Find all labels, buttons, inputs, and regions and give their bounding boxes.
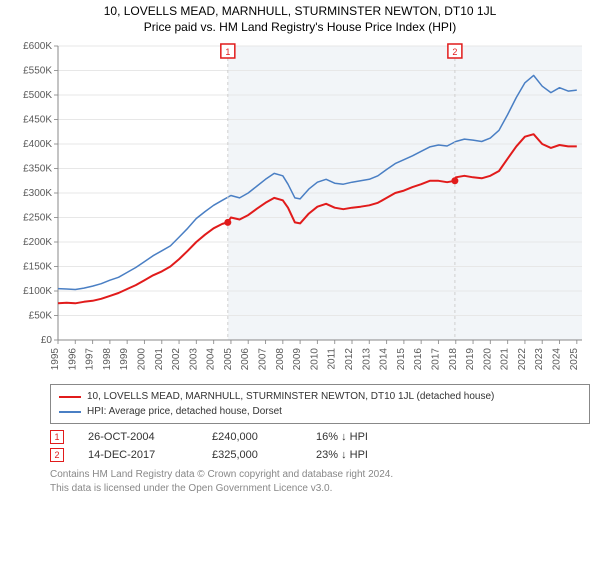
- footer-line-1: Contains HM Land Registry data © Crown c…: [50, 468, 590, 482]
- sales-table: 1 26-OCT-2004 £240,000 16% ↓ HPI 2 14-DEC-201…: [50, 430, 590, 462]
- x-tick-label: 1999: [119, 348, 130, 371]
- y-tick-label: £500K: [23, 90, 52, 101]
- y-tick-label: £450K: [23, 115, 52, 126]
- x-tick-label: 2020: [482, 348, 493, 371]
- footer-attribution: Contains HM Land Registry data © Crown c…: [50, 468, 590, 495]
- x-tick-label: 1995: [50, 348, 61, 371]
- x-tick-label: 2014: [379, 348, 390, 371]
- x-tick-label: 2022: [517, 348, 528, 371]
- chart-svg: £0 £50K £100K £150K £200K £250K £300K £350K £400…: [10, 40, 590, 380]
- sale-date: 26-OCT-2004: [88, 431, 188, 443]
- legend-label: HPI: Average price, detached house, Dors…: [87, 404, 282, 419]
- x-tick-label: 2018: [448, 348, 459, 371]
- page-title: 10, LOVELLS MEAD, MARNHULL, STURMINSTER …: [0, 4, 600, 18]
- sale-marker-badge: 2: [50, 448, 64, 462]
- x-tick-label: 2025: [569, 348, 580, 371]
- sale-marker-num: 1: [225, 47, 230, 57]
- page-subtitle: Price paid vs. HM Land Registry's House …: [0, 20, 600, 34]
- price-chart: £0 £50K £100K £150K £200K £250K £300K £350K £400…: [10, 40, 590, 380]
- x-tick-label: 2013: [361, 348, 372, 371]
- y-tick-label: £300K: [23, 188, 52, 199]
- x-tick-label: 2010: [309, 348, 320, 371]
- x-tick-label: 2000: [136, 348, 147, 371]
- y-tick-label: £0: [41, 335, 53, 346]
- x-tick-label: 1996: [67, 348, 78, 371]
- x-tick-label: 1998: [102, 348, 113, 371]
- sale-point: [451, 177, 458, 184]
- legend: 10, LOVELLS MEAD, MARNHULL, STURMINSTER …: [50, 384, 590, 424]
- legend-row: HPI: Average price, detached house, Dors…: [59, 404, 581, 419]
- legend-label: 10, LOVELLS MEAD, MARNHULL, STURMINSTER …: [87, 389, 494, 404]
- x-tick-label: 2012: [344, 348, 355, 371]
- x-tick-label: 2019: [465, 348, 476, 371]
- x-tick-label: 2023: [534, 348, 545, 371]
- x-tick-label: 2005: [223, 348, 234, 371]
- sale-pct-vs-hpi: 23% ↓ HPI: [316, 449, 406, 461]
- x-tick-label: 2009: [292, 348, 303, 371]
- y-tick-label: £250K: [23, 213, 52, 224]
- x-tick-label: 2008: [275, 348, 286, 371]
- x-tick-label: 2021: [500, 348, 511, 371]
- x-tick-label: 2011: [327, 348, 338, 370]
- sale-date: 14-DEC-2017: [88, 449, 188, 461]
- x-tick-label: 2017: [430, 348, 441, 371]
- legend-swatch: [59, 396, 81, 398]
- x-tick-label: 2016: [413, 348, 424, 371]
- y-tick-label: £100K: [23, 286, 52, 297]
- x-tick-label: 2004: [206, 348, 217, 371]
- y-tick-label: £600K: [23, 41, 52, 52]
- sale-marker-num: 2: [452, 47, 457, 57]
- y-tick-label: £50K: [29, 311, 53, 322]
- sale-marker-badge: 1: [50, 430, 64, 444]
- footer-line-2: This data is licensed under the Open Gov…: [50, 482, 590, 496]
- sale-row: 1 26-OCT-2004 £240,000 16% ↓ HPI: [50, 430, 590, 444]
- x-tick-label: 2015: [396, 348, 407, 371]
- x-tick-label: 2001: [154, 348, 165, 371]
- x-tick-label: 1997: [85, 348, 96, 371]
- x-tick-label: 2024: [552, 348, 563, 371]
- y-tick-label: £550K: [23, 66, 52, 77]
- sale-price: £325,000: [212, 449, 292, 461]
- x-tick-label: 2006: [240, 348, 251, 371]
- x-tick-label: 2007: [258, 348, 269, 371]
- sale-row: 2 14-DEC-2017 £325,000 23% ↓ HPI: [50, 448, 590, 462]
- y-tick-label: £150K: [23, 262, 52, 273]
- sale-pct-vs-hpi: 16% ↓ HPI: [316, 431, 406, 443]
- legend-swatch: [59, 411, 81, 413]
- y-tick-label: £350K: [23, 164, 52, 175]
- sale-price: £240,000: [212, 431, 292, 443]
- x-tick-label: 2002: [171, 348, 182, 371]
- y-tick-label: £200K: [23, 237, 52, 248]
- sale-point: [224, 219, 231, 226]
- x-tick-label: 2003: [188, 348, 199, 371]
- legend-row: 10, LOVELLS MEAD, MARNHULL, STURMINSTER …: [59, 389, 581, 404]
- y-tick-label: £400K: [23, 139, 52, 150]
